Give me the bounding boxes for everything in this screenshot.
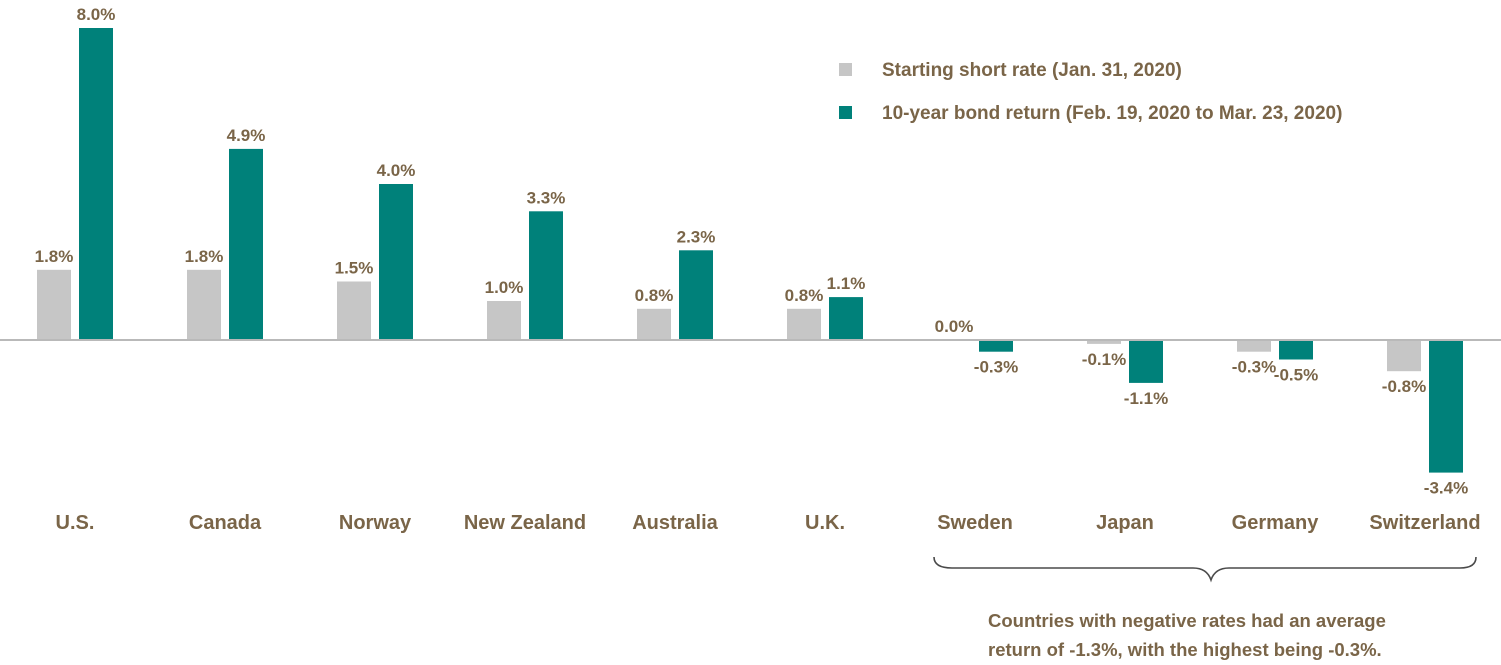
- category-label-8: Germany: [1232, 512, 1320, 534]
- bar-short-rate-5: [787, 308, 821, 340]
- bars-group: [37, 28, 1463, 473]
- value-label-short-rate-2: 1.5%: [335, 259, 374, 278]
- bar-bond-return-6: [979, 340, 1013, 352]
- value-labels-group: 1.8% 8.0% 1.8% 4.9% 1.5% 4.0% 1.0% 3.3% 0.8% 2.3%…: [35, 5, 1469, 498]
- annotation-line-2: return of -1.3%, with the highest being …: [988, 639, 1382, 660]
- value-label-bond-return-6: -0.3%: [974, 358, 1018, 377]
- legend-swatch-bond-return: [839, 106, 852, 119]
- value-label-bond-return-9: -3.4%: [1424, 479, 1468, 498]
- bar-bond-return-5: [829, 297, 863, 340]
- category-label-3: New Zealand: [464, 512, 586, 534]
- category-label-9: Switzerland: [1369, 512, 1480, 534]
- annotation-line-1: Countries with negative rates had an ave…: [988, 610, 1386, 631]
- bar-short-rate-0: [37, 269, 71, 340]
- value-label-bond-return-0: 8.0%: [77, 5, 116, 24]
- bar-bond-return-4: [679, 250, 713, 340]
- value-label-bond-return-8: -0.5%: [1274, 366, 1318, 385]
- bar-short-rate-8: [1237, 340, 1271, 352]
- bar-short-rate-2: [337, 281, 371, 340]
- category-label-6: Sweden: [937, 512, 1013, 534]
- bar-bond-return-2: [379, 184, 413, 340]
- bar-short-rate-3: [487, 301, 521, 340]
- value-label-short-rate-4: 0.8%: [635, 286, 674, 305]
- bar-short-rate-7: [1087, 340, 1121, 344]
- bar-bond-return-0: [79, 28, 113, 340]
- category-label-4: Australia: [632, 512, 718, 534]
- bar-bond-return-8: [1279, 340, 1313, 360]
- category-label-0: U.S.: [56, 512, 95, 534]
- bar-short-rate-1: [187, 269, 221, 340]
- value-label-short-rate-0: 1.8%: [35, 247, 74, 266]
- value-label-short-rate-6: 0.0%: [935, 317, 974, 336]
- value-label-bond-return-5: 1.1%: [827, 274, 866, 293]
- bar-short-rate-9: [1387, 340, 1421, 372]
- value-label-bond-return-4: 2.3%: [677, 227, 716, 246]
- annotation-bracket: [933, 556, 1477, 583]
- value-label-short-rate-5: 0.8%: [785, 286, 824, 305]
- legend-label-bond-return: 10-year bond return (Feb. 19, 2020 to Ma…: [882, 103, 1342, 124]
- legend: Starting short rate (Jan. 31, 2020) 10-y…: [839, 60, 1342, 124]
- category-label-5: U.K.: [805, 512, 845, 534]
- value-label-short-rate-3: 1.0%: [485, 278, 524, 297]
- category-label-1: Canada: [189, 512, 262, 534]
- value-label-short-rate-7: -0.1%: [1082, 350, 1126, 369]
- value-label-short-rate-1: 1.8%: [185, 247, 224, 266]
- legend-label-short-rate: Starting short rate (Jan. 31, 2020): [882, 60, 1182, 81]
- legend-swatch-short-rate: [839, 63, 852, 76]
- value-label-bond-return-3: 3.3%: [527, 188, 566, 207]
- value-label-bond-return-2: 4.0%: [377, 161, 416, 180]
- value-label-short-rate-8: -0.3%: [1232, 358, 1276, 377]
- category-label-2: Norway: [339, 512, 412, 534]
- bar-bond-return-9: [1429, 340, 1463, 473]
- category-label-7: Japan: [1096, 512, 1154, 534]
- value-label-bond-return-7: -1.1%: [1124, 389, 1168, 408]
- bar-bond-return-1: [229, 148, 263, 340]
- category-labels-group: U.S. Canada Norway New Zealand Australia U.K.…: [56, 512, 1481, 534]
- value-label-bond-return-1: 4.9%: [227, 126, 266, 145]
- bar-bond-return-7: [1129, 340, 1163, 383]
- bar-bond-return-3: [529, 211, 563, 340]
- value-label-short-rate-9: -0.8%: [1382, 377, 1426, 396]
- bar-short-rate-4: [637, 308, 671, 340]
